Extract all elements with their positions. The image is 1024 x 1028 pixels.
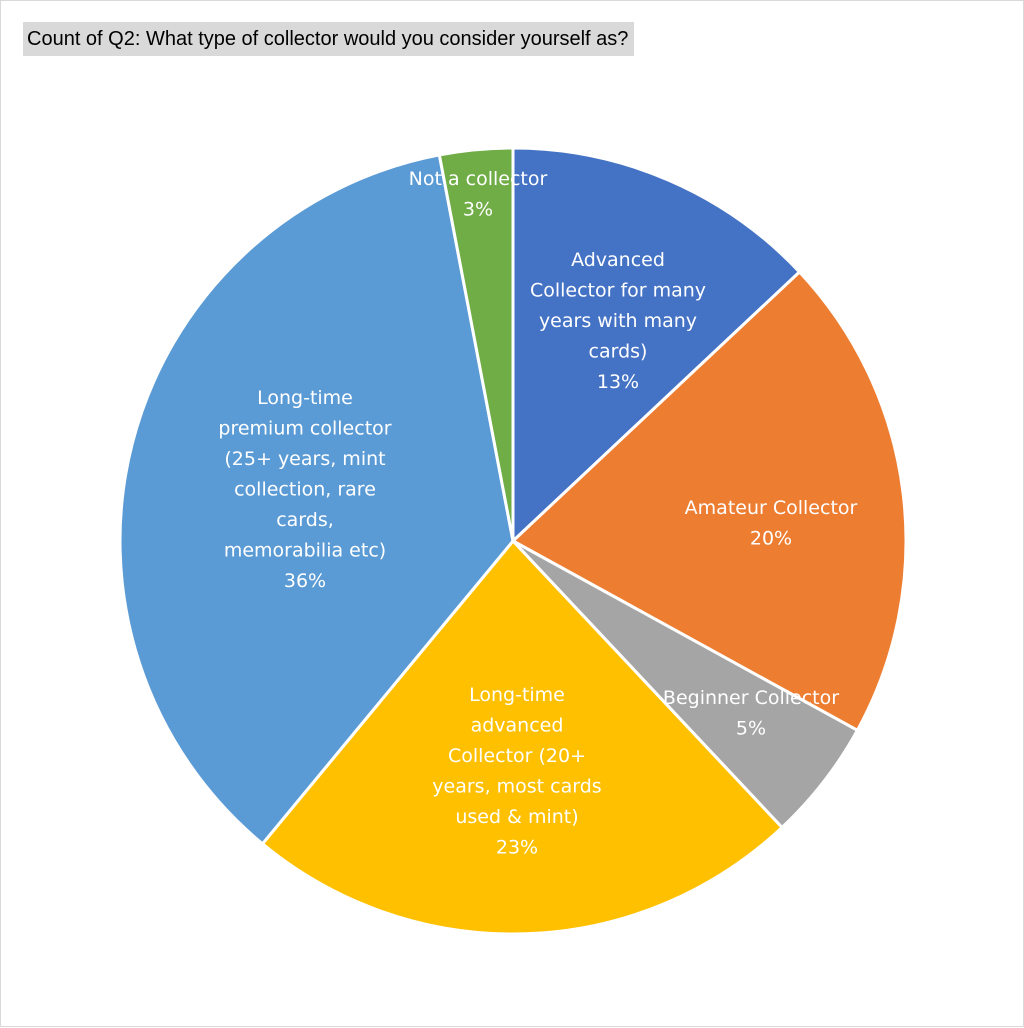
- pie-slice: [511, 146, 801, 543]
- pie-slice: [118, 153, 515, 846]
- slice-label: Amateur Collector 20%: [685, 497, 858, 550]
- chart-title: Count of Q2: What type of collector woul…: [23, 22, 635, 56]
- pie-slice: [511, 270, 908, 732]
- slice-label-line: Not a collector: [409, 168, 548, 190]
- slice-label-line: Collector for many: [530, 280, 706, 302]
- slice-label-line: cards,: [276, 509, 334, 531]
- slice-label-line: Collector (20+: [448, 745, 586, 767]
- slice-label-line: Amateur Collector: [685, 497, 858, 519]
- slice-label-line: advanced: [471, 715, 564, 737]
- slice-label-line: used & mint): [455, 806, 578, 828]
- slice-label-line: years with many: [539, 310, 697, 332]
- slice-label-line: collection, rare: [234, 479, 376, 501]
- slice-label-line: (25+ years, mint: [224, 448, 385, 470]
- slice-label: Long-time advanced Collector (20+ years, mo…: [432, 684, 601, 859]
- slice-percent: 13%: [597, 371, 639, 393]
- slice-percent: 3%: [463, 199, 493, 221]
- slice-label-line: memorabilia etc): [224, 540, 386, 562]
- pie-slice: [437, 146, 515, 543]
- slice-label: Beginner Collector 5%: [663, 687, 839, 740]
- pie-slice: [260, 539, 784, 936]
- slice-label-line: years, most cards: [432, 776, 601, 798]
- slice-label: Long-time premium collector (25+ years, mi…: [218, 387, 391, 592]
- slice-percent: 5%: [736, 718, 766, 740]
- slice-label: Advanced Collector for many years with man…: [530, 249, 706, 393]
- slice-label-line: premium collector: [218, 418, 391, 440]
- slice-percent: 20%: [750, 528, 792, 550]
- slice-label-line: Long-time: [257, 387, 353, 409]
- slice-label-line: Advanced: [571, 249, 665, 271]
- slice-label-line: Long-time: [469, 684, 565, 706]
- slice-percent: 23%: [496, 837, 538, 859]
- slice-label-line: Beginner Collector: [663, 687, 839, 709]
- slice-percent: 36%: [284, 570, 326, 592]
- slice-label-line: cards): [589, 341, 648, 363]
- slice-label: Not a collector 3%: [409, 168, 548, 221]
